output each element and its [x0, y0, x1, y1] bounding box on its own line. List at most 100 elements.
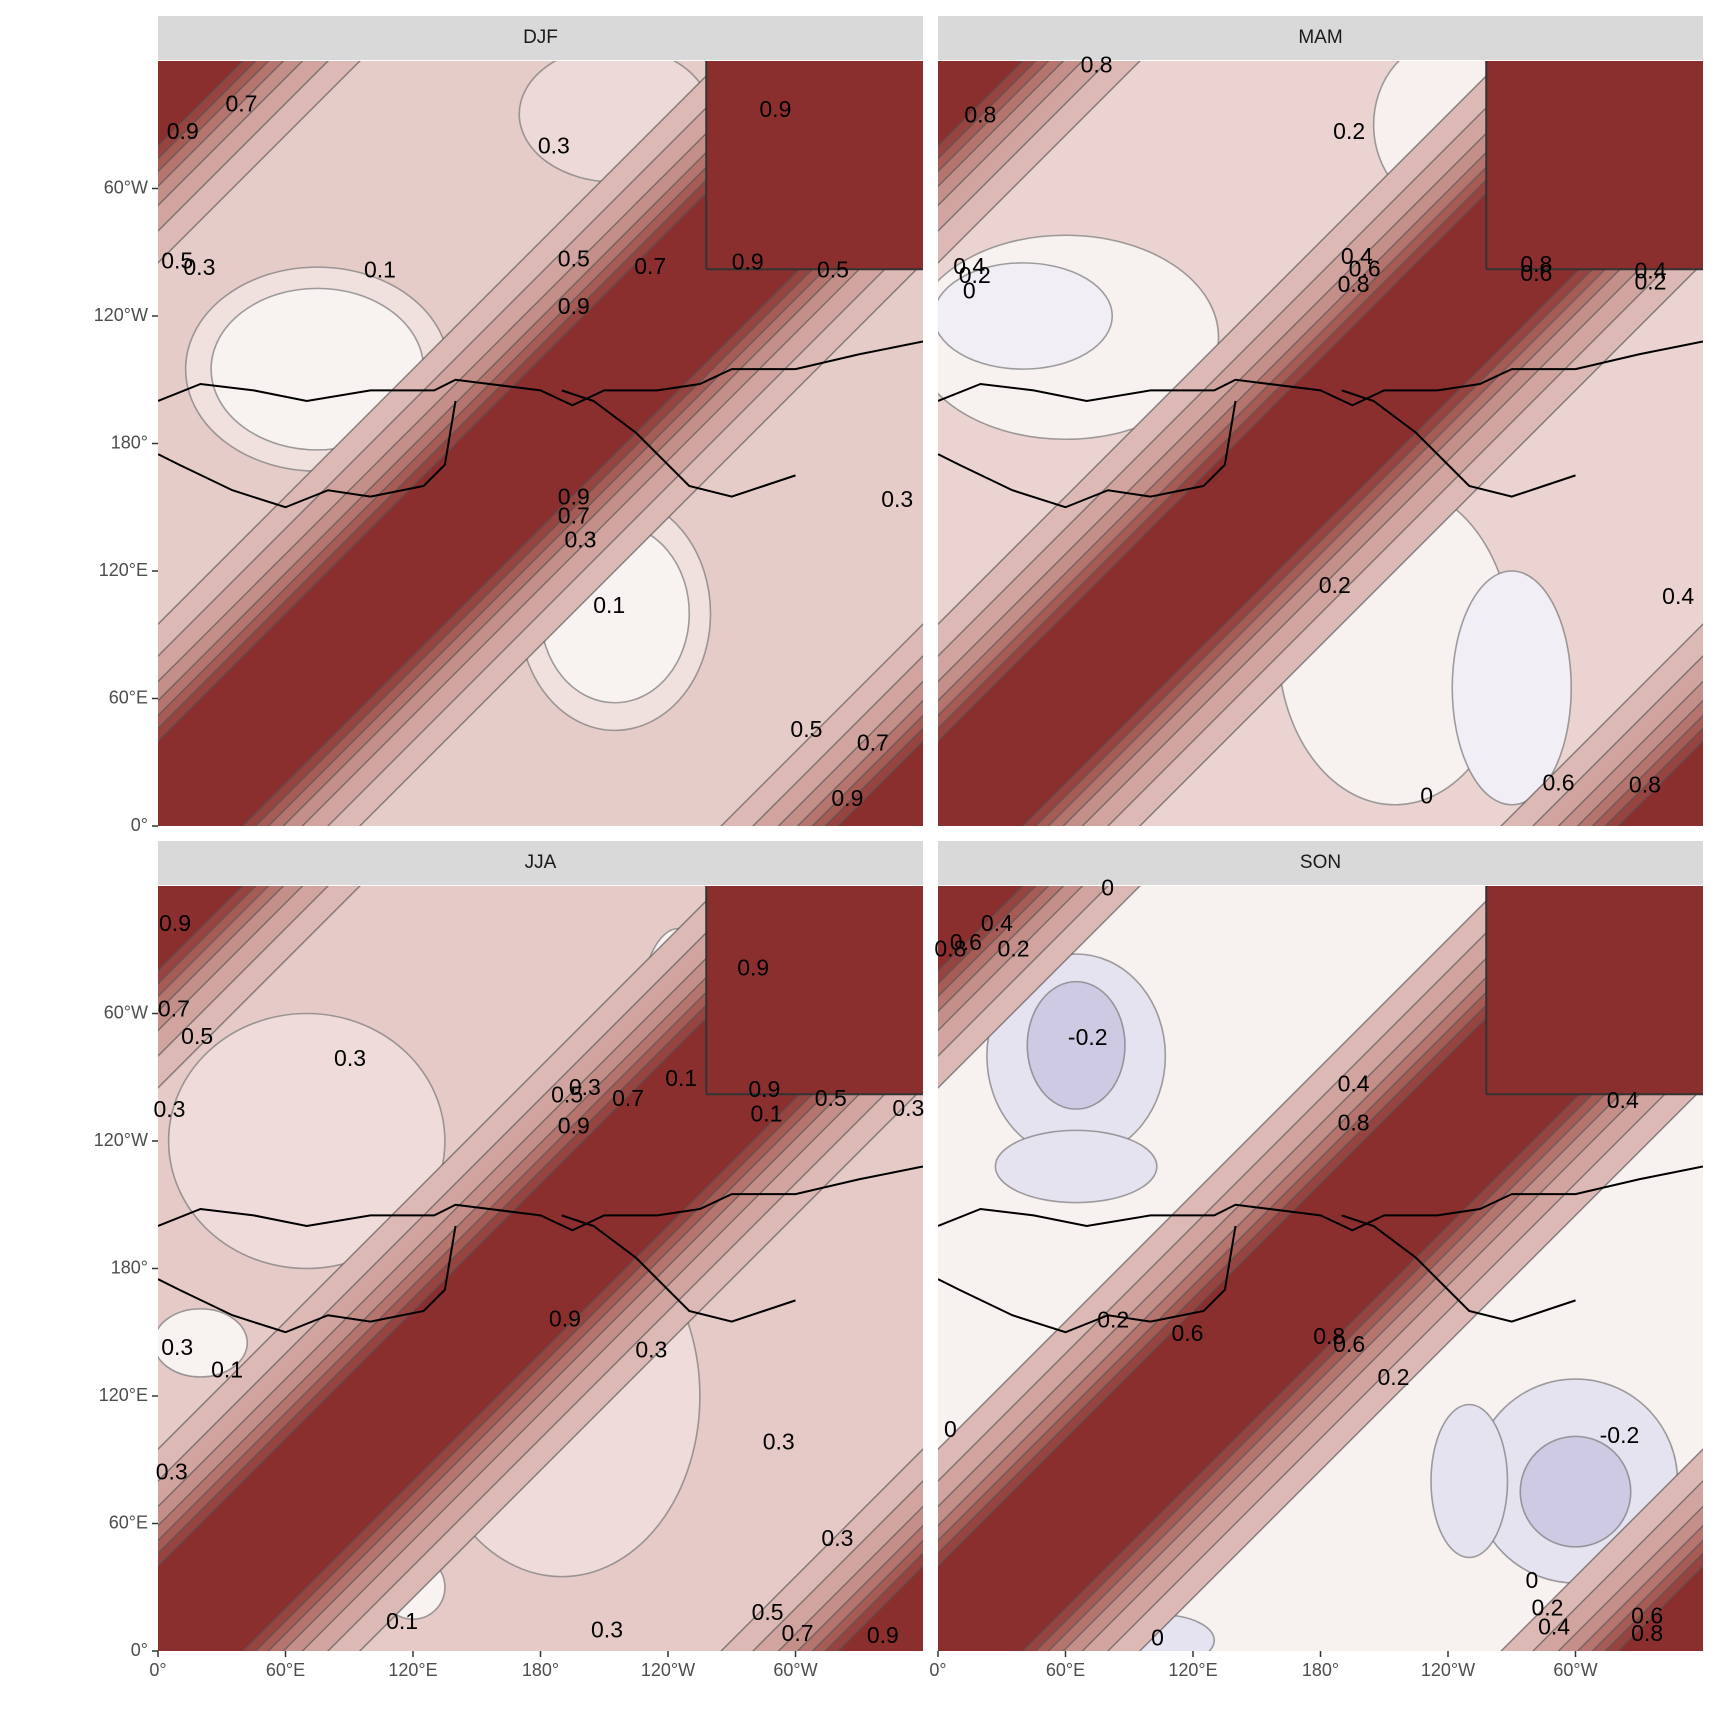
- contour-label: 0.8: [934, 935, 966, 961]
- coastline: [158, 340, 923, 407]
- y-tick-label: 0°: [131, 1640, 148, 1660]
- contour-fill: [837, 740, 923, 826]
- coastline: [561, 389, 796, 498]
- x-tick-label: 60°W: [773, 1660, 817, 1680]
- contour-label: 0.1: [665, 1065, 697, 1091]
- contour-fill: [706, 61, 923, 270]
- contour-label: 0.3: [156, 1458, 188, 1484]
- contour-label: 0.9: [759, 96, 791, 122]
- contour-label: 0.1: [593, 592, 625, 618]
- contour-label: 0.2: [1319, 572, 1351, 598]
- contour-label: 0.8: [1629, 772, 1661, 798]
- contour-label: 0.5: [752, 1599, 784, 1625]
- coastline: [1341, 389, 1576, 498]
- contour-label: 0: [1151, 1624, 1164, 1650]
- contour-label: 0.9: [831, 785, 863, 811]
- contour-label: -0.2: [1068, 1024, 1108, 1050]
- x-tick-label: 120°E: [1168, 1660, 1217, 1680]
- contour-label: 0.5: [817, 256, 849, 282]
- contour-label: 0.3: [334, 1045, 366, 1071]
- contour-fill: [938, 61, 1024, 147]
- contour-label: 0.7: [857, 729, 889, 755]
- contour-label: 0.9: [558, 293, 590, 319]
- contour-label: 0.8: [1520, 251, 1552, 277]
- contour-label: 0.3: [183, 254, 215, 280]
- facet-title: JJA: [525, 852, 557, 873]
- y-tick-label: 120°E: [99, 1385, 148, 1405]
- contour-label: 0.3: [591, 1617, 623, 1643]
- contour-fill: [1430, 1403, 1509, 1559]
- contour-label: 0.9: [167, 118, 199, 144]
- contour-fill: [837, 1565, 923, 1651]
- x-tick-label: 0°: [929, 1660, 946, 1680]
- contour-label: 0.9: [558, 484, 590, 510]
- contour-fill: [167, 1012, 446, 1270]
- contour-label: 0.3: [538, 132, 570, 158]
- contour-label: 0.6: [1631, 1602, 1663, 1628]
- contour-label: 0.3: [881, 486, 913, 512]
- contour-label: 0.3: [892, 1095, 924, 1121]
- coastline: [158, 400, 457, 509]
- contour-label: 0.4: [1341, 243, 1373, 269]
- x-tick-label: 120°W: [1421, 1660, 1475, 1680]
- contour-label: 0.3: [821, 1525, 853, 1551]
- coastline: [938, 340, 1703, 407]
- contour-fill: [1451, 570, 1573, 806]
- contour-label: 0.3: [564, 527, 596, 553]
- contour-label: 0.2: [998, 935, 1030, 961]
- coastline: [561, 1214, 796, 1323]
- contour-label: 0: [1420, 783, 1433, 809]
- contour-fill: [158, 886, 244, 972]
- contour-label: 0.3: [153, 1096, 185, 1122]
- x-tick-label: 0°: [149, 1660, 166, 1680]
- contour-fill: [158, 61, 244, 147]
- contour-label: 0.5: [551, 1082, 583, 1108]
- y-tick-label: 180°: [111, 1257, 148, 1277]
- strip-background: [158, 841, 923, 885]
- coastline: [1341, 1214, 1576, 1323]
- contour-label: 0.8: [964, 101, 996, 127]
- y-tick-label: 60°E: [109, 687, 148, 707]
- y-tick-label: 60°W: [104, 1002, 148, 1022]
- contour-label: 0.7: [782, 1620, 814, 1646]
- contour-label: 0.2: [1333, 118, 1365, 144]
- contour-label: 0.4: [981, 910, 1013, 936]
- contour-label: 0: [944, 1416, 957, 1442]
- contour-label: 0.8: [1338, 1109, 1370, 1135]
- contour-label: 0: [963, 278, 976, 304]
- contour-label: 0.4: [953, 253, 985, 279]
- y-tick-label: 60°E: [109, 1512, 148, 1532]
- contour-label: 0.7: [558, 502, 590, 528]
- contour-label: 0.2: [1377, 1364, 1409, 1390]
- contour-fill: [1519, 1435, 1632, 1548]
- contour-label: 0.9: [732, 249, 764, 275]
- plot-area: [158, 61, 923, 826]
- contour-label: 0.6: [1349, 255, 1381, 281]
- contour-label: 0.1: [211, 1356, 243, 1382]
- coastline: [158, 1165, 923, 1232]
- contour-label: 0.3: [569, 1074, 601, 1100]
- contour-label: 0.3: [161, 1334, 193, 1360]
- x-tick-label: 180°: [1302, 1660, 1339, 1680]
- y-tick-label: 60°W: [104, 177, 148, 197]
- contour-label: 0: [1526, 1567, 1539, 1593]
- contour-fill: [1486, 886, 1703, 1095]
- contour-label: 0.2: [1531, 1595, 1563, 1621]
- strip-background: [158, 16, 923, 60]
- contour-label: 0.9: [159, 910, 191, 936]
- contour-fill: [994, 1129, 1158, 1204]
- y-tick-label: 120°E: [99, 560, 148, 580]
- contour-label: 0.5: [161, 248, 193, 274]
- strip-background: [938, 841, 1703, 885]
- contour-label: 0.4: [1538, 1613, 1570, 1639]
- contour-fill: [938, 262, 1114, 370]
- x-tick-label: 60°E: [266, 1660, 305, 1680]
- contour-label: 0.4: [1662, 583, 1694, 609]
- contour-label: 0.2: [1634, 269, 1666, 295]
- contour-label: 0.6: [950, 929, 982, 955]
- coastline: [158, 1225, 457, 1334]
